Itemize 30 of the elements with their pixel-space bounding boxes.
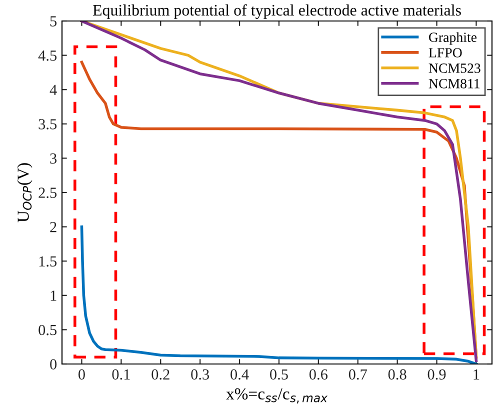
x-tick-label: 0.4 <box>230 369 249 380</box>
x-tick-label: 0.8 <box>388 369 406 380</box>
y-tick-label: 4 <box>50 84 57 95</box>
y-tick-label: 1.5 <box>39 256 57 267</box>
x-tick-label: 0.3 <box>191 369 210 380</box>
x-tick-label: 0.6 <box>309 369 328 380</box>
y-tick-label: 3 <box>50 153 57 164</box>
x-tick-label: 0.9 <box>428 369 446 380</box>
y-tick-label: 5 <box>50 16 57 26</box>
chart-title: Equilibrium potential of typical electrode active materials <box>92 4 461 19</box>
line-series <box>80 225 478 364</box>
y-tick-label: 1 <box>50 290 56 301</box>
x-tick-label: 0.1 <box>112 369 130 380</box>
x-tick-label: 1 <box>474 369 480 380</box>
y-tick-label: 0 <box>50 359 57 370</box>
legend-label: LFPO <box>428 48 462 58</box>
y-tick-label: 4.5 <box>38 50 57 61</box>
x-axis-title: x%=c$_{ss}$/c$_{s,max}$ <box>226 388 328 404</box>
legend-label: Graphite <box>428 32 477 45</box>
y-tick-label: 0.5 <box>38 324 57 336</box>
x-tick-label: 0 <box>78 369 85 380</box>
x-tick-label: 0.5 <box>270 369 288 380</box>
y-tick-label: 3.5 <box>38 119 57 130</box>
legend-label: NCM811 <box>428 78 480 88</box>
legend-label: NCM523 <box>428 64 480 73</box>
x-tick-label: 0.2 <box>152 369 170 380</box>
y-tick-label: 2.5 <box>38 188 57 198</box>
x-tick-label: 0.7 <box>348 369 367 380</box>
y-axis-title: U$_{OCP}$(V) <box>17 163 32 222</box>
y-tick-label: 2 <box>50 222 56 232</box>
